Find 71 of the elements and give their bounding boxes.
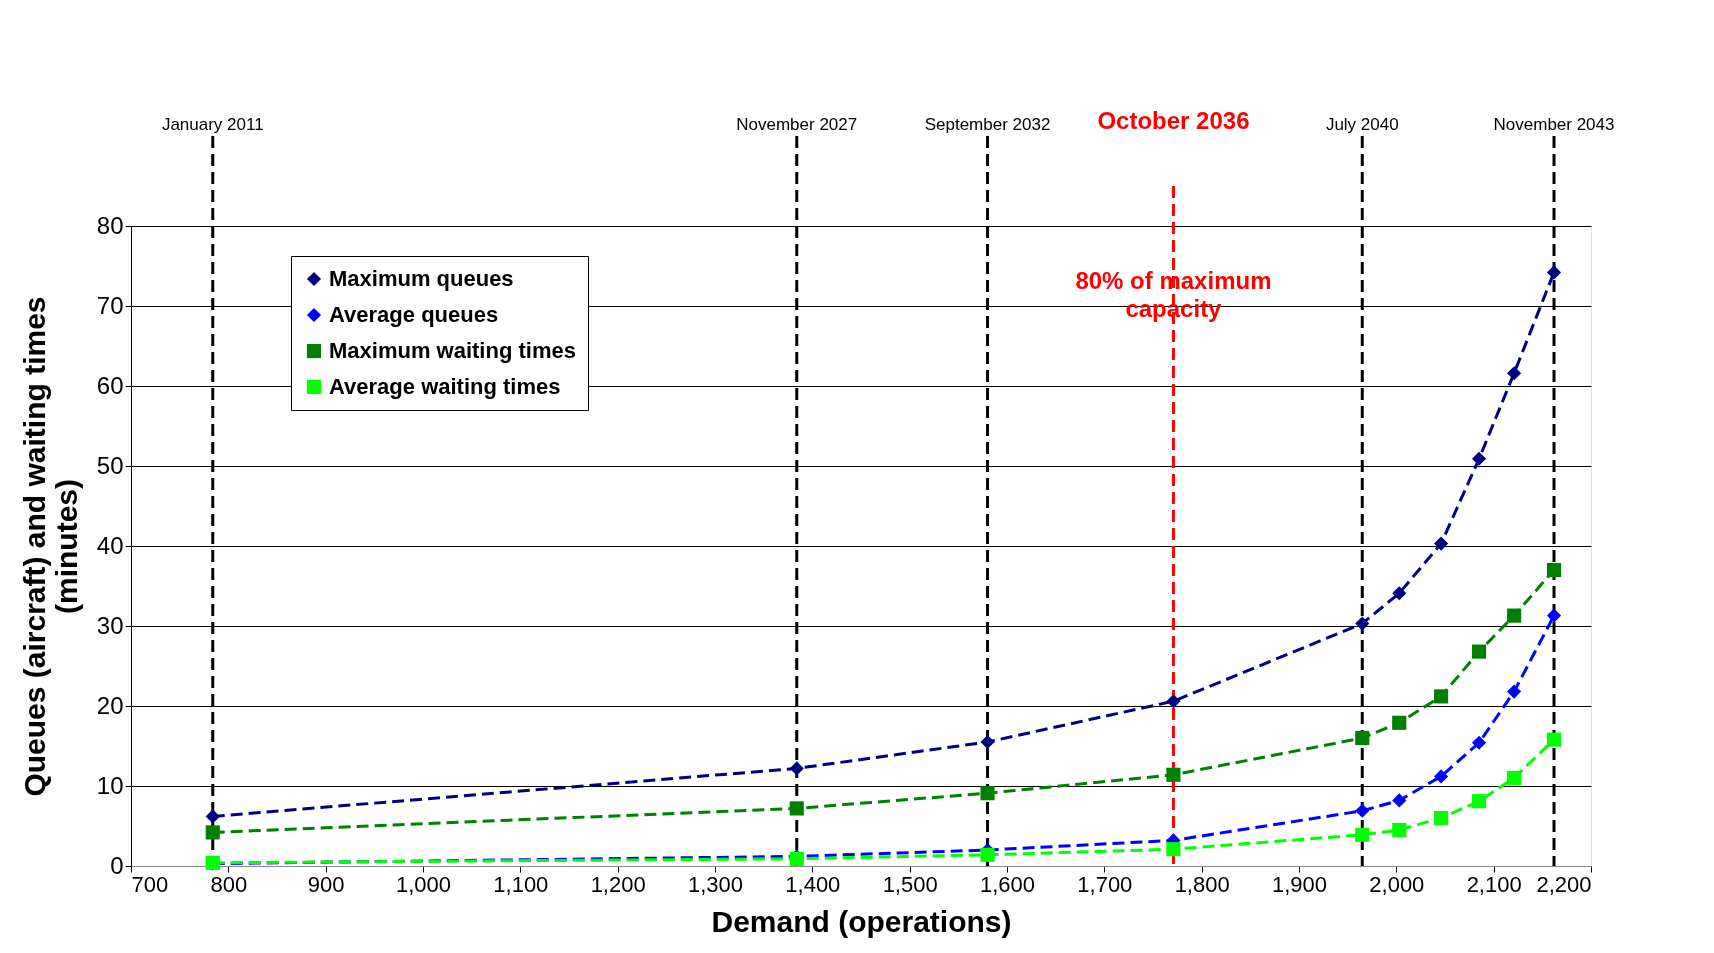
y-axis-title: Queues (aircraft) and waiting times (minutes) [17, 296, 83, 797]
x-tick-label: 1,300 [687, 871, 744, 897]
point [1392, 586, 1407, 601]
ref-line-label: November 2043 [1493, 115, 1615, 134]
point [205, 809, 220, 824]
ref-line-label: October 2036 [1097, 107, 1250, 134]
x-tick-label: 900 [307, 871, 345, 897]
point [205, 825, 220, 840]
point [1472, 644, 1487, 659]
point [1166, 694, 1181, 709]
y-tick-label: 60 [96, 371, 124, 399]
point [789, 761, 804, 776]
point [1507, 366, 1522, 381]
point [1546, 265, 1562, 280]
x-axis-title: Demand (operations) [711, 904, 1012, 938]
x-tick-label: 1,000 [395, 871, 452, 897]
point [1355, 616, 1370, 631]
y-tick-label: 0 [110, 851, 124, 879]
x-tick-label: 1,700 [1077, 871, 1133, 897]
point [1472, 735, 1487, 750]
x-tick-label: 2,200 [1536, 871, 1592, 897]
point [1507, 608, 1522, 623]
x-tick-label: 1,400 [785, 871, 841, 897]
point [1166, 767, 1181, 782]
point [1392, 715, 1407, 730]
point [980, 786, 995, 801]
y-tick-label: 40 [96, 531, 124, 559]
x-tick-label: 2,000 [1369, 871, 1425, 897]
ref-line-label: January 2011 [161, 115, 264, 134]
x-tick-label: 1,200 [590, 871, 646, 897]
point [1434, 769, 1449, 784]
point [1472, 451, 1487, 466]
x-tick-label: 2,100 [1466, 871, 1522, 897]
x-tick-label: 800 [210, 871, 248, 897]
x-tick-label: 1,500 [882, 871, 938, 897]
ref-line-label: September 2032 [924, 115, 1051, 134]
point [1166, 842, 1181, 857]
legend-label: Maximum queues [329, 266, 514, 291]
point [1392, 793, 1407, 808]
y-tick-label: 30 [96, 611, 124, 639]
y-tick-label: 70 [96, 291, 124, 319]
point [1546, 732, 1562, 747]
x-tick-label: 1,800 [1174, 871, 1230, 897]
point [1434, 810, 1449, 826]
point [1434, 536, 1449, 551]
x-tick-label: 700 [131, 871, 169, 897]
y-tick-label: 20 [96, 691, 124, 719]
point [1355, 730, 1370, 746]
point [980, 847, 995, 862]
x-tick-label: 1,100 [493, 871, 549, 897]
y-tick-label: 10 [96, 771, 124, 799]
point [1392, 822, 1407, 838]
legend-label: Maximum waiting times [329, 338, 576, 363]
ref-line-label: November 2027 [736, 115, 858, 134]
point [1355, 827, 1370, 842]
point [980, 734, 995, 750]
x-tick-label: 1,600 [979, 871, 1036, 897]
point [1546, 608, 1562, 623]
y-tick-label: 50 [96, 451, 124, 479]
x-tick-label: 1,900 [1271, 871, 1328, 897]
point [1546, 562, 1562, 578]
point [1434, 689, 1449, 704]
point [789, 801, 804, 816]
point [1507, 770, 1522, 786]
point [1355, 803, 1370, 818]
y-tick-label: 80 [96, 211, 124, 239]
point [1472, 794, 1487, 809]
ref-line-label: July 2040 [1325, 115, 1399, 134]
legend-label: Average waiting times [329, 374, 561, 399]
legend-label: Average queues [329, 302, 499, 327]
point [1507, 684, 1522, 699]
